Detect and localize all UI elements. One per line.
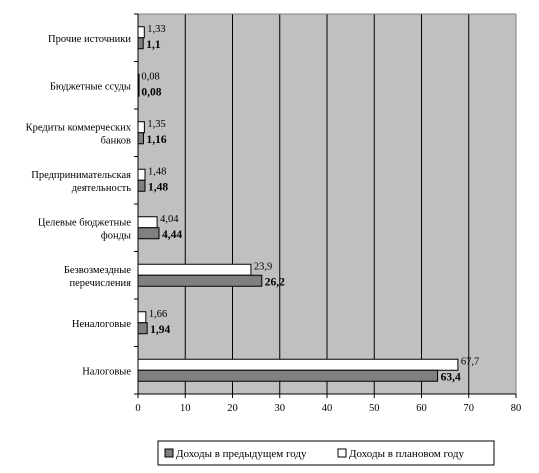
data-label-prev: 1,1 (146, 39, 161, 51)
data-label-prev: 1,48 (148, 181, 168, 193)
data-label-planned: 0,08 (141, 71, 159, 82)
x-tick-label: 70 (464, 403, 475, 414)
category-label: Налоговые (82, 366, 131, 377)
bar-prev (137, 369, 439, 382)
bar-planned (137, 121, 145, 134)
legend-swatch-prev (164, 448, 174, 458)
plot-area: 0 10 20 30 40 50 60 70 80 Прочие источники 1,33 1,1… (26, 13, 522, 414)
x-tick-label: 20 (227, 403, 238, 414)
category-label: Прочие источники (48, 34, 131, 45)
data-label-planned: 4,04 (160, 214, 179, 225)
bar-prev (137, 84, 140, 97)
data-label-planned: 23,9 (254, 261, 272, 272)
category-label: Бюджетные ссуды (50, 81, 131, 92)
bar-planned (137, 263, 252, 276)
category-label: Предпринимательская (31, 170, 131, 181)
bar-planned (137, 168, 146, 181)
category-label: Неналоговые (72, 319, 131, 330)
legend: Доходы в предыдущем году Доходы в планов… (157, 440, 495, 466)
legend-swatch-planned (337, 448, 347, 458)
bar-planned (137, 358, 459, 371)
x-tick-label: 10 (180, 403, 191, 414)
bar-prev (137, 37, 144, 50)
legend-label-planned: Доходы в плановом году (349, 448, 464, 460)
data-label-planned: 1,66 (149, 309, 167, 320)
data-label-prev: 1,94 (150, 324, 170, 336)
x-tick-label: 0 (135, 403, 140, 414)
bar-planned (137, 216, 158, 229)
data-label-prev: 1,16 (146, 134, 166, 146)
bar-planned (137, 73, 140, 86)
bar-planned (137, 26, 145, 39)
data-label-planned: 1,33 (147, 24, 165, 35)
bar-prev (137, 179, 146, 192)
x-tick-label: 60 (416, 403, 427, 414)
x-tick-label: 50 (369, 403, 380, 414)
x-tick-label: 80 (511, 403, 522, 414)
bar-prev (137, 227, 160, 240)
bar-prev (137, 274, 263, 287)
category-label: перечисления (70, 278, 132, 289)
category-label: Кредиты коммерческих (26, 122, 132, 133)
bar-planned (137, 311, 147, 324)
data-label-prev: 4,44 (162, 229, 182, 241)
category-label: Целевые бюджетные (38, 217, 131, 228)
category-label: деятельность (72, 183, 131, 194)
category-label: банков (101, 135, 131, 146)
data-label-prev: 26,2 (265, 276, 285, 288)
legend-box (157, 440, 495, 466)
legend-label-prev: Доходы в предыдущем году (176, 448, 307, 460)
data-label-planned: 1,35 (147, 119, 165, 130)
bar-prev (137, 322, 148, 335)
bar-prev (137, 132, 144, 145)
category-label: Безвозмездные (64, 265, 132, 276)
data-label-planned: 1,48 (148, 166, 166, 177)
category-label: фонды (101, 230, 131, 241)
x-tick-label: 40 (322, 403, 333, 414)
data-label-prev: 63,4 (441, 371, 461, 383)
x-tick-label: 30 (275, 403, 286, 414)
data-label-planned: 67,7 (461, 356, 479, 367)
data-label-prev: 0,08 (141, 86, 161, 98)
